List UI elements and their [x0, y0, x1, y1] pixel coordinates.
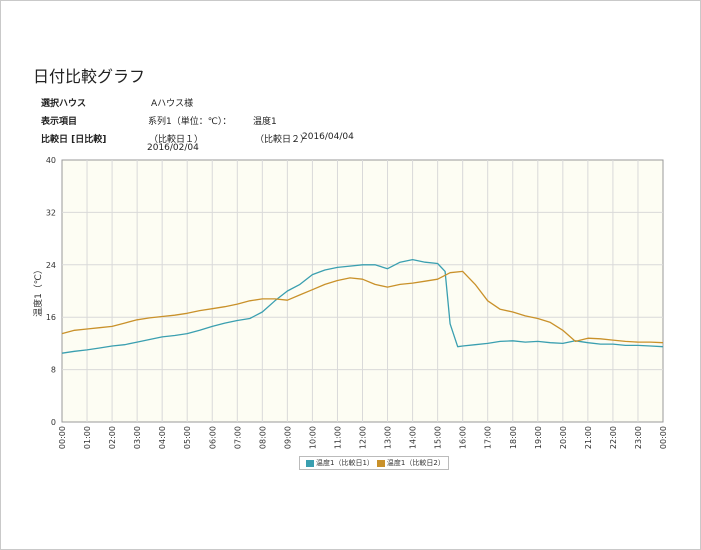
series-lines: [61, 258, 664, 354]
date1-label: （比較日１）: [149, 135, 204, 145]
y-tick-label: 8: [51, 366, 56, 375]
x-tick-label: 01:00: [83, 426, 92, 449]
x-tick-label: 23:00: [634, 426, 643, 449]
x-tick-label: 02:00: [108, 426, 117, 449]
legend-label-series1: 温度1（比較日1）: [316, 459, 374, 467]
x-tick-label: 18:00: [509, 426, 518, 449]
x-tick-label: 06:00: [208, 426, 217, 449]
item-series: 系列1（単位：℃）：: [148, 117, 232, 127]
x-tick-label: 22:00: [609, 426, 618, 449]
y-tick-label: 40: [46, 156, 56, 165]
x-tick-label: 10:00: [308, 426, 317, 449]
legend-swatch-series1: [306, 459, 314, 467]
page-title: 日付比較グラフ: [33, 67, 146, 86]
y-axis: 0 8 16 24 32 40: [46, 156, 56, 427]
y-axis-label: 温度1（℃）: [32, 265, 44, 317]
x-tick-label: 21:00: [584, 426, 593, 449]
house-label: 選択ハウス: [41, 99, 87, 109]
x-tick-label: 12:00: [359, 426, 368, 449]
y-tick-label: 32: [46, 208, 56, 217]
y-tick-label: 16: [46, 313, 56, 322]
date-label: 比較日 [日比較]: [41, 135, 107, 145]
series-line-2: [61, 270, 664, 344]
item-name: 温度1: [253, 117, 277, 127]
x-tick-label: 00:00: [659, 426, 668, 449]
x-tick-label: 14:00: [409, 426, 418, 449]
x-tick-label: 13:00: [384, 426, 393, 449]
item-label: 表示項目: [41, 117, 78, 127]
x-tick-label: 07:00: [233, 426, 242, 449]
x-tick-label: 19:00: [534, 426, 543, 449]
x-tick-label: 15:00: [434, 426, 443, 449]
x-tick-label: 17:00: [484, 426, 493, 449]
x-tick-label: 03:00: [133, 426, 142, 449]
legend: 温度1（比較日1） 温度1（比較日2）: [299, 456, 449, 470]
y-tick-label: 24: [46, 261, 56, 270]
x-tick-label: 08:00: [258, 426, 267, 449]
date2-label: （比較日２）: [255, 135, 310, 145]
x-axis: 00:00 01:00 02:00 03:00 04:00 05:00 06:00 07:00…: [58, 426, 668, 449]
x-tick-label: 04:00: [158, 426, 167, 449]
x-tick-label: 00:00: [58, 426, 67, 449]
grid: [62, 160, 663, 422]
house-value: Aハウス様: [151, 99, 194, 109]
legend-label-series2: 温度1（比較日2）: [386, 459, 445, 467]
y-tick-label: 0: [51, 418, 56, 427]
date1-value: 2016/02/04: [147, 143, 199, 153]
x-tick-label: 11:00: [333, 426, 342, 449]
x-tick-label: 16:00: [459, 426, 468, 449]
date2-value: 2016/04/04: [302, 132, 354, 142]
x-tick-label: 05:00: [183, 426, 192, 449]
legend-swatch-series2: [376, 459, 385, 467]
x-tick-label: 09:00: [283, 426, 292, 449]
series-line-1: [61, 258, 664, 354]
x-tick-label: 20:00: [559, 426, 568, 449]
